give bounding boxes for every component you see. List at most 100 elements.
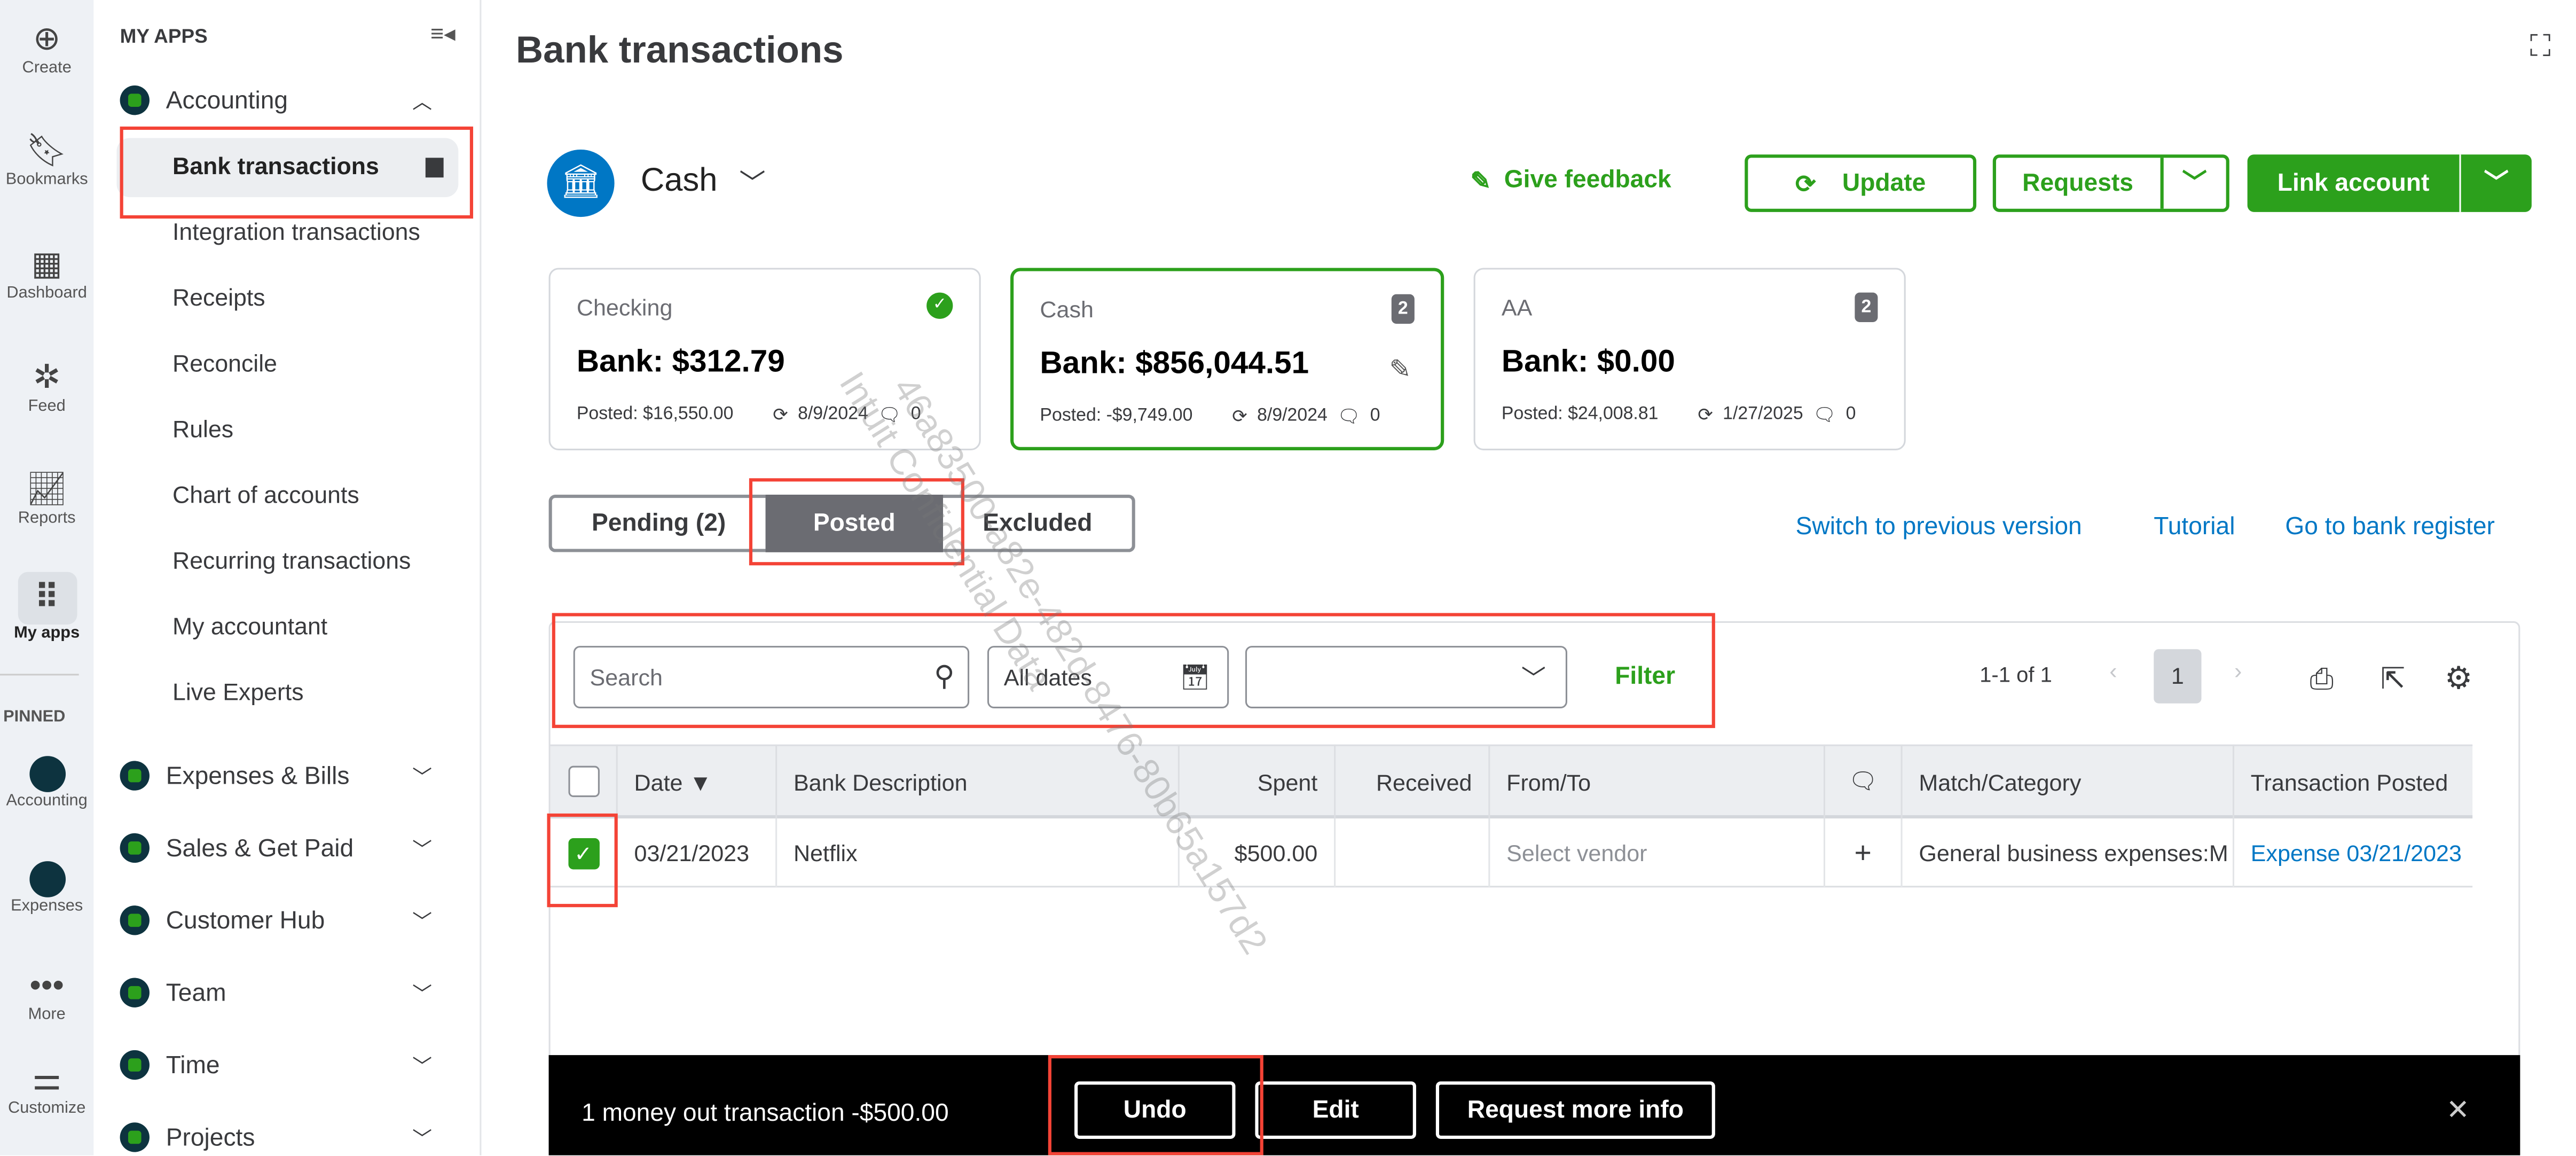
column-from-to[interactable]: From/To (1490, 744, 1825, 819)
rail-pinned-expenses[interactable]: Expenses (0, 858, 93, 916)
pencil-icon[interactable]: ✎ (1389, 356, 1411, 385)
sliders-icon: ⚌ (32, 1061, 62, 1098)
reports-icon: 📈︎ (26, 471, 68, 508)
account-card-cash[interactable]: Cash 2 Bank: $856,044.51 ✎ Posted: -$9,7… (1010, 268, 1444, 450)
row-checkbox[interactable]: ✓ (551, 818, 618, 888)
sidebar-item-bank-transactions[interactable]: Bank transactions (172, 154, 379, 181)
close-icon[interactable]: ✕ (2446, 1094, 2470, 1126)
accounting-logo-icon (120, 85, 150, 115)
expenses-logo-icon (0, 858, 93, 897)
gear-icon[interactable]: ⚙ (2444, 662, 2473, 697)
export-icon[interactable]: ⇱ (2380, 662, 2406, 696)
rail-customize[interactable]: ⚌ Customize (0, 1060, 93, 1118)
chevron-down-icon: ﹀ (412, 765, 433, 788)
sidebar-app-time[interactable]: Time ﹀ (120, 1040, 465, 1089)
time-logo-icon (120, 1050, 150, 1080)
collapse-menu-icon[interactable]: ≡◂ (430, 19, 455, 46)
sidebar-item-receipts[interactable]: Receipts (172, 286, 265, 313)
chevron-up-icon: ︿ (412, 89, 433, 113)
chevron-down-icon[interactable]: ﹀ (739, 170, 766, 199)
search-input[interactable]: Search ⚲ (573, 646, 970, 708)
sidebar-app-projects[interactable]: Projects ﹀ (120, 1113, 465, 1155)
rail-dashboard[interactable]: ▦ Dashboard (0, 245, 93, 302)
bank-register-link[interactable]: Go to bank register (2285, 512, 2495, 541)
check-circle-icon: ✓ (926, 292, 953, 319)
print-icon[interactable]: ⎙ (2310, 662, 2334, 696)
sidebar-item-integration-transactions[interactable]: Integration transactions (172, 220, 420, 247)
account-card-checking[interactable]: Checking ✓ Bank: $312.79 Posted: $16,550… (548, 268, 981, 450)
chevron-down-icon[interactable]: ﹀ (2459, 154, 2532, 212)
date-filter[interactable]: All dates 📅︎ (987, 646, 1229, 708)
tab-posted[interactable]: Posted (765, 495, 943, 552)
check-icon: ✓ (567, 837, 599, 869)
row-received (1336, 818, 1490, 888)
posted-link[interactable]: Expense 03/21/2023 (2250, 840, 2462, 866)
tutorial-link[interactable]: Tutorial (2154, 512, 2235, 541)
edit-button[interactable]: Edit (1255, 1081, 1416, 1139)
give-feedback-link[interactable]: ✎ Give feedback (1470, 166, 1671, 196)
link-account-button[interactable]: Link account ﹀ (2247, 154, 2532, 212)
rail-pinned-accounting[interactable]: Accounting (0, 753, 93, 810)
rail-bookmarks[interactable]: 🔖︎ Bookmarks (0, 131, 93, 189)
feed-icon: ✲ (33, 360, 61, 396)
pagination-label: 1-1 of 1 (1980, 662, 2052, 687)
account-card-aa[interactable]: AA 2 Bank: $0.00 Posted: $24,008.81 ⟳ 1/27… (1473, 268, 1906, 450)
rail-my-apps[interactable]: ⠿ My apps (0, 572, 93, 643)
sidebar-app-customer-hub[interactable]: Customer Hub ﹀ (120, 896, 465, 945)
table-row[interactable] (550, 818, 2473, 888)
requests-button[interactable]: Requests ﹀ (1992, 154, 2229, 212)
select-all-checkbox[interactable] (551, 744, 618, 819)
column-bank-description[interactable]: Bank Description (777, 744, 1180, 819)
column-match-category[interactable]: Match/Category (1903, 744, 2235, 819)
sidebar-item-recurring-transactions[interactable]: Recurring transactions (172, 549, 411, 575)
page-title: Bank transactions (516, 28, 844, 71)
chevron-down-icon[interactable]: ﹀ (2159, 158, 2226, 209)
calendar-icon: 📅︎ (1179, 663, 1211, 692)
column-date[interactable]: Date ▼ (618, 744, 777, 819)
category-dropdown[interactable]: ﹀ (1245, 646, 1567, 708)
account-selector[interactable]: Cash (640, 162, 718, 199)
sidebar-item-chart-of-accounts[interactable]: Chart of accounts (172, 483, 359, 510)
bookmark-icon[interactable] (425, 158, 444, 178)
rail-feed[interactable]: ✲ Feed (0, 358, 93, 416)
sidebar-app-sales[interactable]: Sales & Get Paid ﹀ (120, 823, 465, 872)
team-logo-icon (120, 978, 150, 1007)
prev-page-icon[interactable]: ‹ (2109, 657, 2117, 684)
plus-circle-icon: ⊕ (33, 21, 61, 58)
sidebar-app-expenses-bills[interactable]: Expenses & Bills ﹀ (120, 751, 465, 800)
chevron-down-icon: ﹀ (412, 909, 433, 933)
column-spent[interactable]: Spent (1180, 744, 1336, 819)
switch-version-link[interactable]: Switch to previous version (1795, 512, 2082, 541)
rail-reports[interactable]: 📈︎ Reports (0, 470, 93, 528)
fullscreen-icon[interactable]: ⛶ (2530, 29, 2551, 63)
rail-more[interactable]: ••• More (0, 966, 93, 1024)
comment-icon: 🗨︎ (1813, 405, 1836, 426)
sidebar-item-rules[interactable]: Rules (172, 417, 234, 444)
comment-icon: 🗨︎ (1825, 744, 1903, 819)
dashboard-icon: ▦ (31, 246, 62, 283)
filter-button[interactable]: Filter (1615, 662, 1676, 691)
sync-icon: ⟳ (773, 405, 788, 426)
row-date: 03/21/2023 (618, 818, 777, 888)
sync-icon: ⟳ (1232, 407, 1247, 427)
page-number-button[interactable]: 1 (2154, 649, 2202, 704)
sync-icon: ⟳ (1698, 405, 1713, 426)
column-received[interactable]: Received (1336, 744, 1490, 819)
next-page-icon[interactable]: › (2234, 657, 2242, 684)
sidebar-item-live-experts[interactable]: Live Experts (172, 680, 304, 707)
tab-excluded[interactable]: Excluded (943, 495, 1135, 552)
request-info-button[interactable]: Request more info (1435, 1081, 1715, 1139)
vendor-select[interactable]: Select vendor (1490, 818, 1825, 888)
sidebar-app-accounting[interactable]: Accounting ︿ (120, 76, 465, 125)
tab-pending[interactable]: Pending (2) (548, 495, 766, 552)
undo-button[interactable]: Undo (1074, 1081, 1236, 1139)
bookmark-icon: 🔖︎ (26, 133, 68, 169)
update-button[interactable]: ⟳ Update (1745, 154, 1977, 212)
pending-count-badge: 2 (1391, 294, 1415, 324)
add-comment-icon[interactable]: + (1825, 818, 1903, 888)
column-transaction-posted[interactable]: Transaction Posted (2250, 768, 2448, 795)
sidebar-item-my-accountant[interactable]: My accountant (172, 614, 328, 641)
sidebar-app-team[interactable]: Team ﹀ (120, 968, 465, 1017)
rail-create[interactable]: ⊕ Create (0, 20, 93, 77)
sidebar-item-reconcile[interactable]: Reconcile (172, 352, 277, 378)
